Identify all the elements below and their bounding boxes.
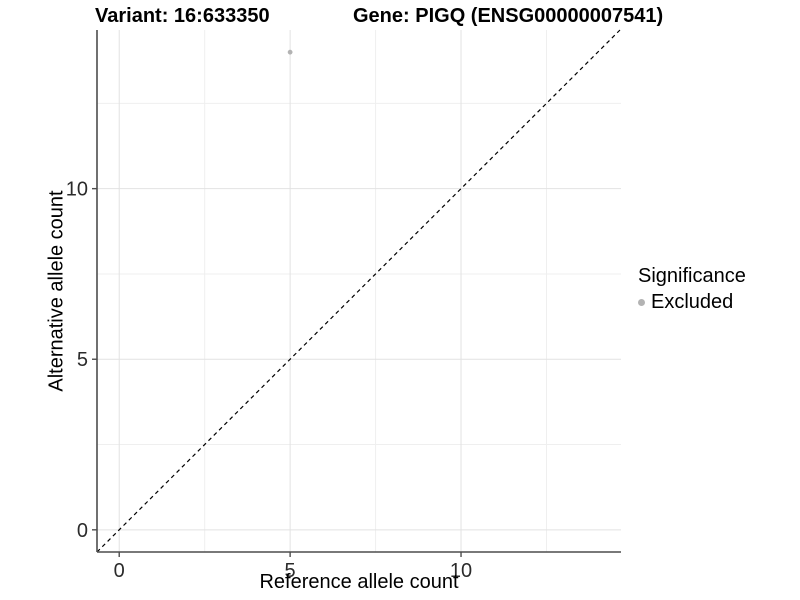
data-point-excluded (287, 49, 293, 55)
variant-title: Variant: 16:633350 (95, 5, 270, 27)
legend-item-label: Excluded (651, 291, 734, 313)
identity-dashed-line (96, 29, 621, 553)
legend-title: Significance (638, 265, 746, 287)
y-axis-title: Alternative allele count (45, 190, 68, 392)
x-tick-label: 10 (450, 560, 472, 582)
x-tick-label: 0 (114, 560, 125, 582)
legend-item-excluded: Excluded (638, 291, 746, 314)
x-tick-label: 5 (285, 560, 296, 582)
y-tick-label: 10 (66, 179, 88, 201)
gene-title: Gene: PIGQ (ENSG00000007541) (353, 5, 664, 27)
legend: Significance Excluded (638, 265, 746, 314)
excluded-point-swatch (638, 299, 645, 306)
y-tick-label: 0 (77, 520, 88, 542)
y-tick-label: 5 (77, 349, 88, 371)
x-axis-title: Reference allele count (259, 571, 459, 593)
